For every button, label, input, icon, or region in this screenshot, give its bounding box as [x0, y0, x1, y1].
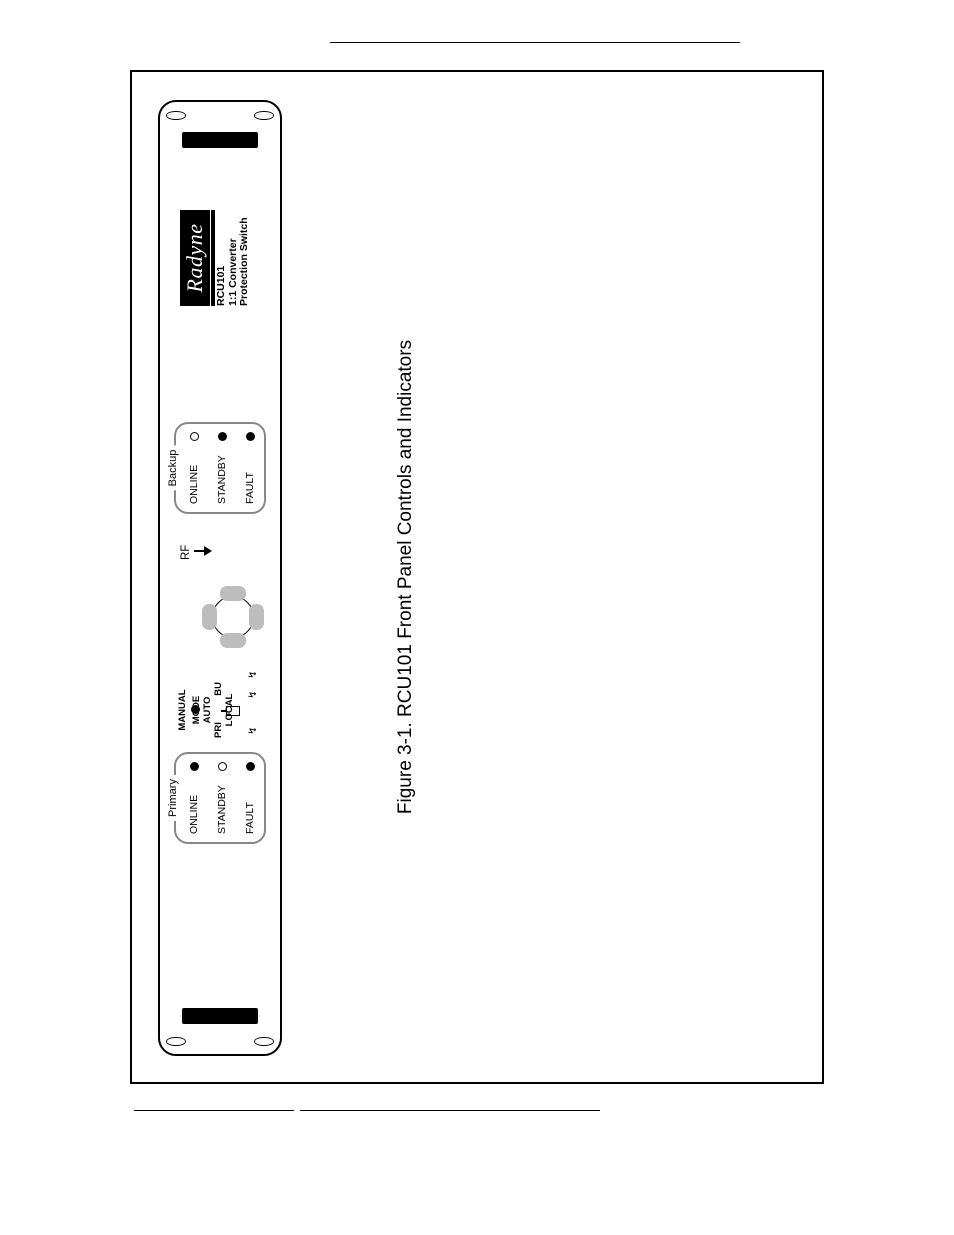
brand-model-block: RCU101 1:1 Converter Protection Switch — [216, 186, 251, 306]
group-title: Backup — [167, 446, 179, 491]
toggle-switch[interactable] — [226, 706, 240, 716]
arrow-icon — [204, 546, 212, 556]
led-indicator — [218, 762, 227, 771]
nav-up-button[interactable] — [202, 604, 217, 630]
spring-icon: ↯ — [246, 671, 259, 678]
footer-rule — [300, 1110, 600, 1111]
status-label: STANDBY — [216, 785, 228, 834]
backup-status-group: Backup ONLINE STANDBY FAULT — [174, 422, 266, 514]
status-label: ONLINE — [188, 465, 200, 504]
brand-logo: Radyne — [180, 210, 210, 306]
status-row: FAULT — [244, 432, 256, 504]
mount-slot — [254, 1037, 274, 1046]
brand-model: RCU101 — [216, 186, 228, 306]
nav-down-button[interactable] — [249, 604, 264, 630]
led-indicator — [218, 432, 227, 441]
status-label: FAULT — [244, 472, 256, 504]
mount-slot — [166, 1037, 186, 1046]
status-row: ONLINE — [188, 432, 200, 504]
nav-left-button[interactable] — [220, 633, 246, 648]
header-rule — [330, 42, 740, 43]
mount-slot — [254, 111, 274, 120]
status-label: ONLINE — [188, 795, 200, 834]
status-row: ONLINE — [188, 762, 200, 834]
status-row: FAULT — [244, 762, 256, 834]
page: Primary ONLINE STANDBY FAULT — [0, 0, 954, 1235]
led-indicator — [246, 762, 255, 771]
front-panel: Primary ONLINE STANDBY FAULT — [158, 100, 282, 1056]
status-row: STANDBY — [216, 432, 228, 504]
nav-right-button[interactable] — [220, 586, 246, 601]
led-indicator — [190, 762, 199, 771]
status-row: STANDBY — [216, 762, 228, 834]
led-indicator — [190, 432, 199, 441]
nav-ring — [212, 596, 254, 638]
rotated-figure: Primary ONLINE STANDBY FAULT — [130, 70, 824, 1084]
group-title: Primary — [167, 775, 179, 821]
rack-handle — [182, 1008, 258, 1024]
primary-status-group: Primary ONLINE STANDBY FAULT — [174, 752, 266, 844]
label-manual: MANUAL — [178, 680, 189, 740]
spring-icon: ↯ — [246, 727, 259, 734]
footer-rule — [134, 1110, 294, 1111]
rf-label: RF — [180, 545, 192, 560]
mount-slot — [166, 111, 186, 120]
status-label: STANDBY — [216, 455, 228, 504]
brand-line3: Protection Switch — [239, 186, 251, 306]
led-indicator — [191, 705, 200, 714]
status-label: FAULT — [244, 802, 256, 834]
figure-caption: Figure 3-1. RCU101 Front Panel Controls … — [395, 70, 417, 1084]
rack-handle — [182, 132, 258, 148]
led-indicator — [246, 432, 255, 441]
nav-pad[interactable] — [194, 578, 272, 656]
spring-icon: ↯ — [246, 691, 259, 698]
